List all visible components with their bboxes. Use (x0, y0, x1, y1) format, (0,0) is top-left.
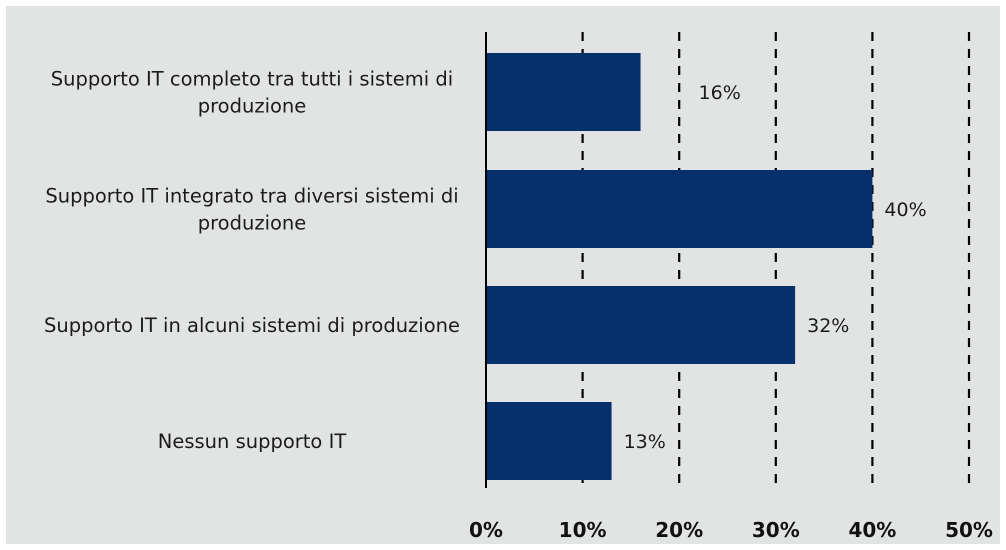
bar-2 (486, 170, 873, 248)
x-tick-label-0: 0% (469, 518, 503, 542)
x-tick-label-40: 40% (848, 518, 896, 542)
x-tick-label-50: 50% (945, 518, 993, 542)
bar-3 (486, 286, 796, 364)
data-label-2: 40% (884, 199, 926, 221)
category-label-3: Supporto IT in alcuni sistemi di produzi… (44, 314, 460, 337)
x-tick-label-20: 20% (655, 518, 703, 542)
category-label-1: Supporto IT completo tra tutti i sistemi… (51, 68, 453, 118)
bar-4 (486, 402, 612, 480)
x-tick-label-10: 10% (559, 518, 607, 542)
category-label-4: Nessun supporto IT (158, 430, 347, 453)
data-label-4: 13% (624, 431, 666, 453)
data-label-3: 32% (807, 315, 849, 337)
bar-1 (486, 53, 641, 131)
data-label-1: 16% (699, 82, 741, 104)
category-label-2: Supporto IT integrato tra diversi sistem… (45, 185, 458, 235)
x-tick-label-30: 30% (752, 518, 800, 542)
